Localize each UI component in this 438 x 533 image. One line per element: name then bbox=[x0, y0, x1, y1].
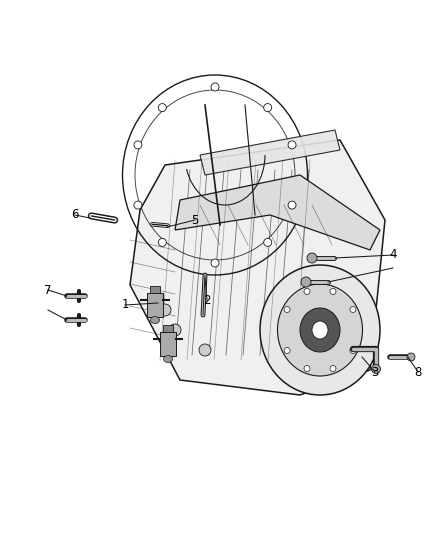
Ellipse shape bbox=[163, 356, 173, 362]
Ellipse shape bbox=[211, 83, 219, 91]
Ellipse shape bbox=[330, 288, 336, 294]
Ellipse shape bbox=[158, 103, 166, 111]
Polygon shape bbox=[160, 332, 176, 356]
Ellipse shape bbox=[407, 353, 415, 361]
Text: 8: 8 bbox=[414, 366, 422, 378]
Ellipse shape bbox=[350, 306, 356, 312]
Text: 2: 2 bbox=[203, 294, 211, 306]
Polygon shape bbox=[150, 286, 160, 293]
Ellipse shape bbox=[134, 141, 142, 149]
Ellipse shape bbox=[350, 348, 356, 353]
Ellipse shape bbox=[151, 317, 159, 324]
Ellipse shape bbox=[199, 344, 211, 356]
Ellipse shape bbox=[330, 366, 336, 372]
Polygon shape bbox=[147, 293, 163, 317]
Ellipse shape bbox=[260, 265, 380, 395]
Ellipse shape bbox=[211, 259, 219, 267]
Polygon shape bbox=[130, 140, 385, 395]
Text: 3: 3 bbox=[371, 366, 379, 378]
Ellipse shape bbox=[264, 238, 272, 246]
Ellipse shape bbox=[300, 308, 340, 352]
Ellipse shape bbox=[264, 103, 272, 111]
Ellipse shape bbox=[159, 304, 171, 316]
Polygon shape bbox=[175, 175, 380, 250]
Ellipse shape bbox=[301, 277, 311, 287]
Text: 4: 4 bbox=[389, 248, 397, 262]
Ellipse shape bbox=[284, 348, 290, 353]
Ellipse shape bbox=[307, 253, 317, 263]
Ellipse shape bbox=[288, 141, 296, 149]
Ellipse shape bbox=[158, 238, 166, 246]
Ellipse shape bbox=[134, 201, 142, 209]
Polygon shape bbox=[163, 325, 173, 332]
Text: 6: 6 bbox=[71, 208, 79, 222]
Ellipse shape bbox=[312, 321, 328, 339]
Ellipse shape bbox=[288, 201, 296, 209]
Ellipse shape bbox=[278, 284, 363, 376]
Ellipse shape bbox=[371, 365, 381, 374]
Text: 1: 1 bbox=[121, 298, 129, 311]
Polygon shape bbox=[200, 130, 340, 175]
Text: 7: 7 bbox=[44, 284, 52, 296]
Ellipse shape bbox=[284, 306, 290, 312]
Ellipse shape bbox=[304, 288, 310, 294]
Ellipse shape bbox=[169, 324, 181, 336]
Text: 5: 5 bbox=[191, 214, 199, 227]
Ellipse shape bbox=[304, 366, 310, 372]
